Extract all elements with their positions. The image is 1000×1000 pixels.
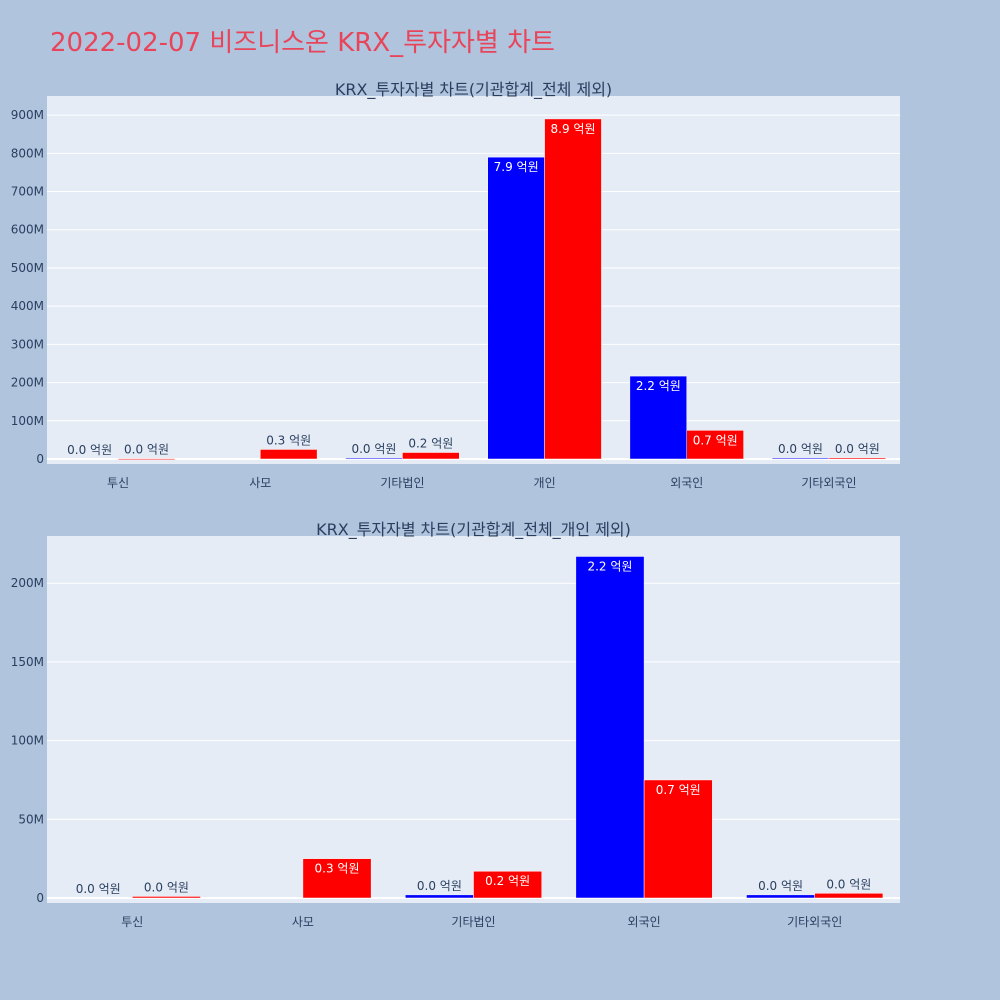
bar <box>629 375 688 460</box>
chart-krx-individual-excluded: KRX_투자자별 차트(기관합계_전체_개인 제외) 0 50M 100M 150M 20… <box>11 520 900 929</box>
chart-title: KRX_투자자별 차트(기관합계_전체_개인 제외) <box>316 520 631 540</box>
plot-area <box>47 96 900 464</box>
bar-value-label: 7.9 억원 <box>494 160 539 174</box>
bar-value-label: 0.0 억원 <box>826 877 871 891</box>
y-tick-label: 200M <box>11 576 44 590</box>
y-tick-label: 150M <box>11 655 44 669</box>
y-tick-label: 600M <box>11 223 44 237</box>
x-tick-label: 투신 <box>121 915 143 929</box>
bar-value-label: 0.0 억원 <box>76 882 121 896</box>
bar-value-label: 0.3 억원 <box>266 433 311 447</box>
x-tick-label: 사모 <box>292 915 314 929</box>
y-tick-label: 200M <box>11 376 44 390</box>
bar <box>473 870 542 899</box>
y-tick-label: 400M <box>11 299 44 313</box>
bar <box>117 458 176 460</box>
bar <box>487 156 545 460</box>
x-tick-label: 투신 <box>107 476 129 490</box>
y-tick-label: 100M <box>11 414 44 428</box>
x-tick-label: 기타외국인 <box>801 476 856 490</box>
bar-value-label: 0.0 억원 <box>144 880 189 894</box>
bar <box>345 457 403 460</box>
y-tick-label: 800M <box>11 146 44 160</box>
bar <box>814 893 884 899</box>
x-tick-label: 사모 <box>249 476 271 490</box>
bar <box>686 430 744 460</box>
y-tick-label: 50M <box>18 812 44 826</box>
bar-value-label: 0.0 억원 <box>351 442 396 456</box>
bar-value-label: 0.0 억원 <box>67 443 112 457</box>
bar-value-label: 2.2 억원 <box>587 559 632 573</box>
bar-value-label: 0.0 억원 <box>124 443 169 457</box>
page-title: 2022-02-07 비즈니스온 KRX_투자자별 차트 <box>50 28 555 58</box>
x-tick-label: 기타법인 <box>380 476 424 490</box>
x-tick-label: 기타외국인 <box>787 915 842 929</box>
bar <box>643 779 713 899</box>
x-tick-label: 외국인 <box>628 915 661 929</box>
y-tick-label: 900M <box>11 108 44 122</box>
y-tick-label: 300M <box>11 337 44 351</box>
bar <box>544 118 602 460</box>
chart-title: KRX_투자자별 차트(기관합계_전체 제외) <box>335 80 612 100</box>
bar <box>575 556 645 899</box>
chart-krx-all-excluded: KRX_투자자별 차트(기관합계_전체 제외) 0 100M 200M 300M 400M… <box>11 80 900 490</box>
bar <box>746 894 815 899</box>
bar-value-label: 0.0 억원 <box>758 879 803 893</box>
y-tick-label: 100M <box>11 734 44 748</box>
x-tick-label: 기타법인 <box>451 915 495 929</box>
bar-value-label: 0.0 억원 <box>835 442 880 456</box>
y-tick-label: 0 <box>36 891 44 905</box>
y-tick-label: 700M <box>11 185 44 199</box>
y-tick-label: 0 <box>36 452 44 466</box>
bar-value-label: 2.2 억원 <box>636 379 681 393</box>
bar-value-label: 0.2 억원 <box>485 874 530 888</box>
bar <box>132 896 201 899</box>
bar-value-label: 0.0 억원 <box>778 442 823 456</box>
bar-value-label: 0.7 억원 <box>693 433 738 447</box>
bar-value-label: 0.2 억원 <box>408 437 453 451</box>
bar <box>260 449 318 460</box>
bar <box>302 858 372 899</box>
plot-area <box>47 536 900 903</box>
bar-value-label: 0.0 억원 <box>417 879 462 893</box>
bar <box>405 894 474 899</box>
bar <box>402 452 460 460</box>
bar <box>771 457 830 460</box>
bar-value-label: 0.3 억원 <box>315 862 360 876</box>
bar <box>828 457 887 460</box>
y-tick-label: 500M <box>11 261 44 275</box>
bar-value-label: 0.7 억원 <box>656 783 701 797</box>
bar-value-label: 8.9 억원 <box>551 122 596 136</box>
x-tick-label: 개인 <box>534 476 556 490</box>
x-tick-label: 외국인 <box>670 476 703 490</box>
